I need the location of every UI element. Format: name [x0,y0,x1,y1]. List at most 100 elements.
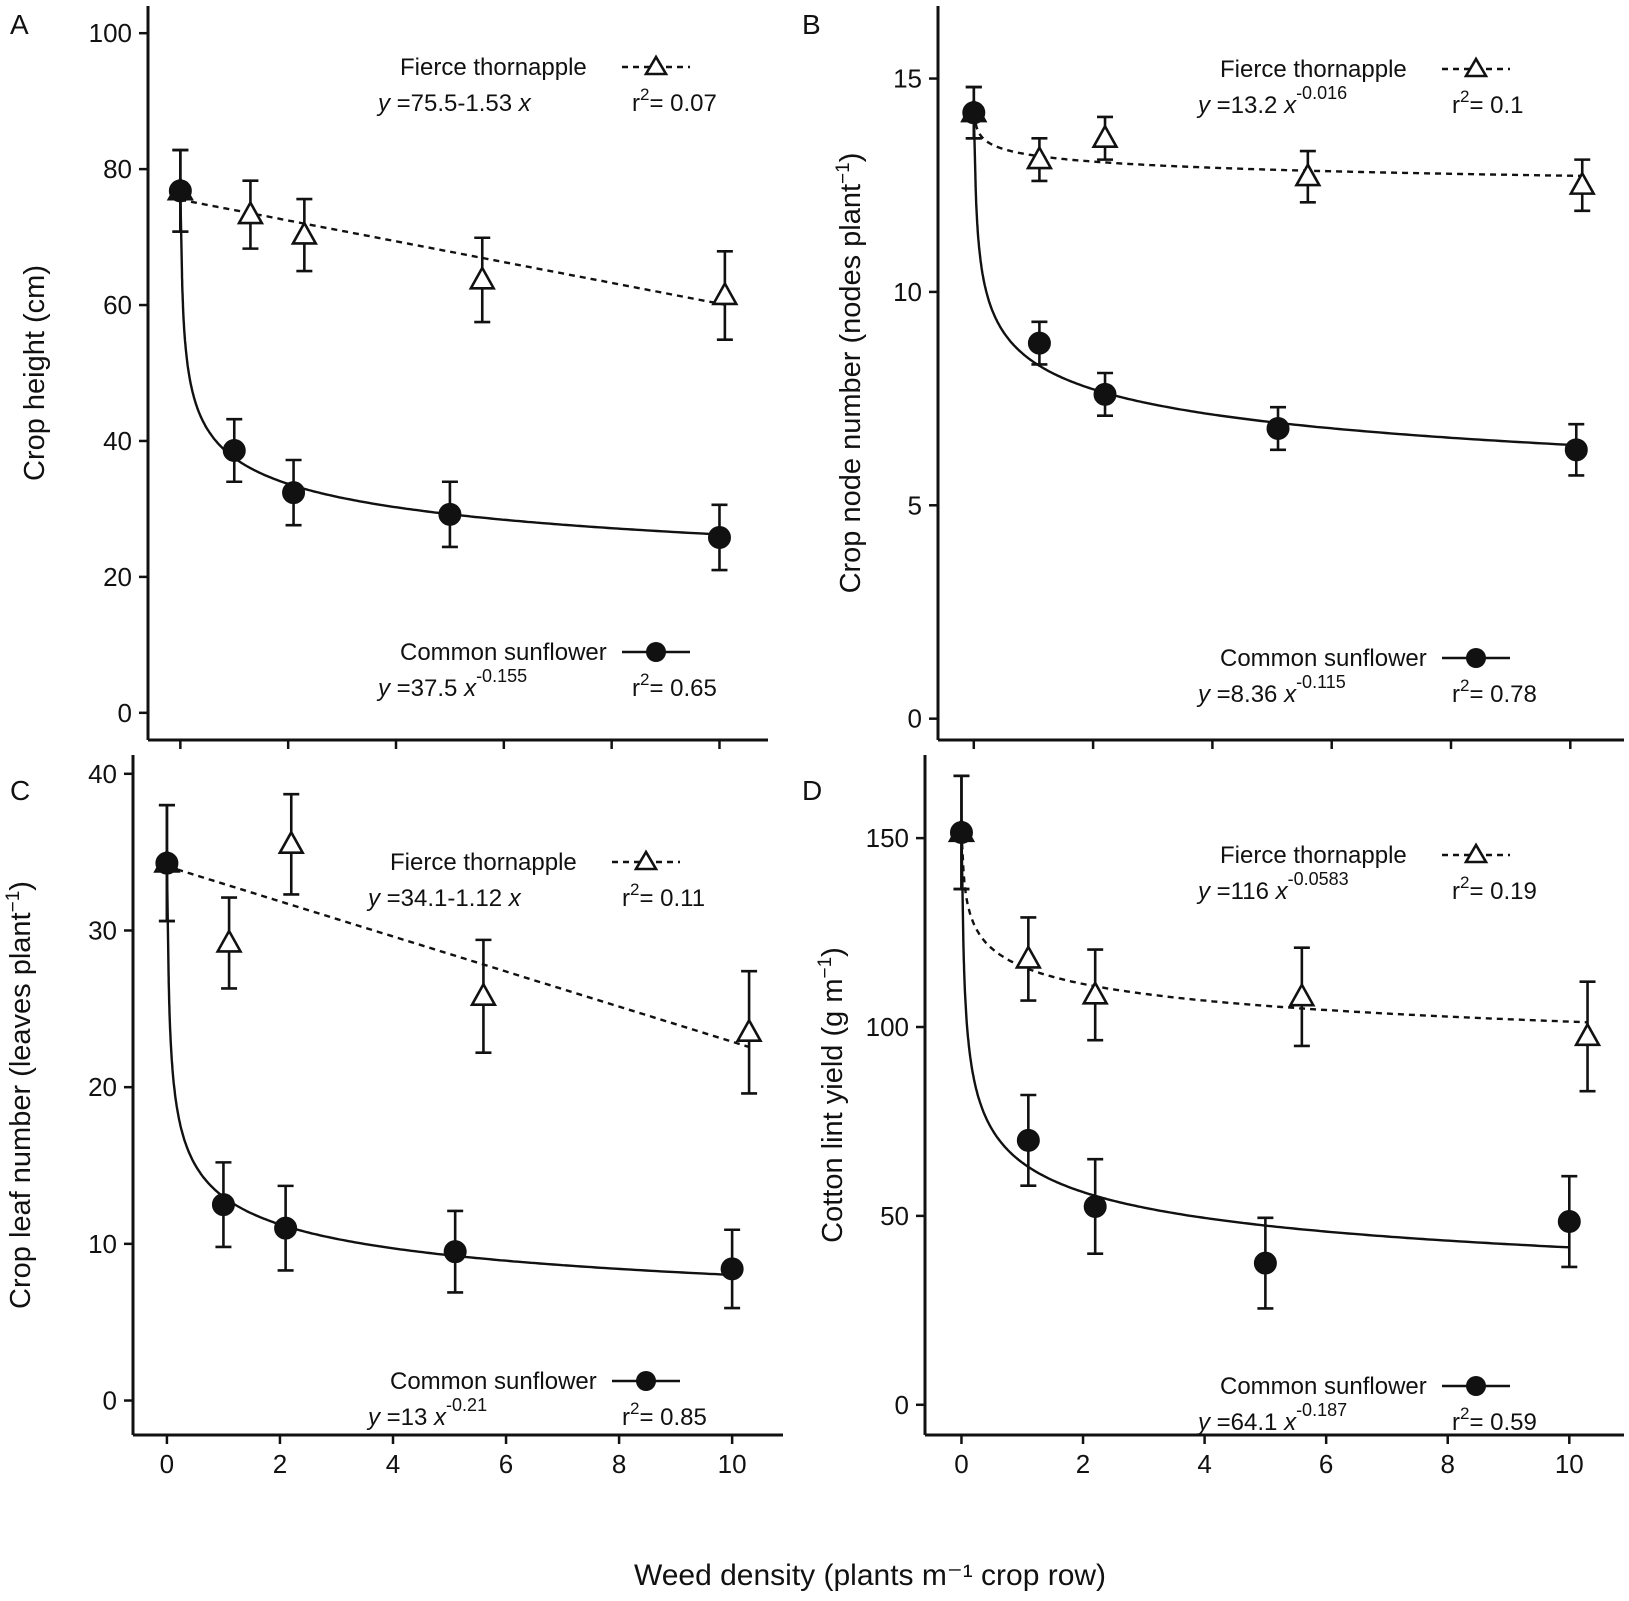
data-point-circle [168,179,192,203]
legend-marker-circle [636,1371,656,1391]
x-tick-label: 4 [386,1449,400,1479]
r-squared: r2= 0.85 [622,1399,707,1431]
data-point-circle [1083,1194,1107,1218]
data-point-circle [222,438,246,462]
data-point-triangle [1294,162,1322,187]
y-tick-label: 0 [118,698,132,728]
data-point-circle [155,851,179,875]
data-point-circle [1266,416,1290,440]
r-squared: r2= 0.1 [1452,87,1524,119]
fit-equation: y =75.5-1.53 x [376,90,532,117]
data-point-circle [720,1257,744,1281]
global-x-axis-label: Weed density (plants m⁻¹ crop row) [634,1559,1106,1592]
data-point-triangle [1014,944,1042,969]
data-point-triangle [711,280,739,306]
panel-label: B [802,9,821,40]
r-squared: r2= 0.78 [1452,676,1537,708]
data-point-circle [962,101,986,125]
fit-equation: y =34.1-1.12 x [366,885,522,912]
data-point-triangle [236,199,265,225]
y-tick-label: 150 [866,823,909,853]
y-tick-label: 10 [88,1229,117,1259]
data-point-circle [1093,382,1117,406]
y-axis-label: Crop node number (nodes plant−1) [833,153,867,594]
y-tick-label: 0 [895,1390,909,1420]
y-axis-label: Crop height (cm) [19,265,51,481]
data-point-circle [211,1193,235,1217]
r-squared: r2= 0.65 [632,670,717,702]
y-tick-label: 5 [908,490,922,520]
x-tick-label: 2 [273,1449,287,1479]
panel-label: A [10,9,29,40]
panel-b: 0 5 10 15 B Crop node number (nodes plant−1) F… [802,6,1624,749]
data-point-triangle [1568,170,1596,195]
fit-curve [165,863,733,1277]
y-tick-label: 60 [103,290,132,320]
legend-marker-triangle [1463,56,1489,78]
series-fierce-thornapple: Fierce thornapple y =34.1-1.12 x r2= 0.11 [153,792,763,1095]
data-point-circle [274,1216,298,1240]
legend-marker-circle [1466,648,1486,668]
fit-curve [972,112,1577,447]
fit-curve [179,198,726,306]
x-tick-label: 4 [1197,1449,1211,1479]
legend-label: Common sunflower [1220,1373,1427,1400]
y-tick-label: 100 [89,18,132,48]
r-squared: r2= 0.59 [1452,1404,1537,1436]
panel-label: C [10,775,30,806]
r-squared: r2= 0.19 [1452,873,1537,905]
y-axis-label: Crop leaf number (leaves plant−1) [3,881,37,1309]
data-point-circle [1564,438,1588,462]
data-point-circle [1027,331,1051,355]
data-point-triangle [1081,980,1109,1005]
fit-equation: y =37.5 x-0.155 [376,666,527,702]
r-squared: r2= 0.07 [632,85,717,117]
fit-equation: y =64.1 x-0.187 [1196,1400,1347,1436]
y-tick-label: 50 [880,1201,909,1231]
data-point-triangle [1091,123,1119,148]
y-axis-label: Cotton lint yield (g m−1) [815,947,849,1243]
legend-label: Fierce thornapple [390,849,577,876]
y-tick-label: 100 [866,1012,909,1042]
data-point-triangle [469,981,498,1006]
legend-label: Common sunflower [1220,645,1427,672]
y-tick-label: 80 [103,154,132,184]
x-tick-label: 10 [718,1449,747,1479]
data-point-triangle [468,265,496,290]
fit-curve [960,832,1588,1024]
data-point-circle [1557,1210,1581,1234]
x-tick-label: 0 [954,1449,968,1479]
legend-label: Common sunflower [390,1368,597,1395]
panel-a: 0 20 40 60 80 100 A Crop height (cm) Fierce thor… [10,6,768,749]
data-point-circle [949,820,973,844]
legend-marker-triangle [1463,842,1489,864]
panel-label: D [802,775,822,806]
y-tick-label: 10 [893,277,922,307]
data-point-circle [707,525,731,549]
y-tick-label: 0 [908,704,922,734]
series-fierce-thornapple: Fierce thornapple y =75.5-1.53 x r2= 0.07 [166,54,739,341]
fit-curve [165,865,750,1049]
x-tick-label: 8 [1440,1449,1454,1479]
data-point-circle [438,502,462,526]
data-point-triangle [1288,982,1316,1007]
x-tick-label: 2 [1076,1449,1090,1479]
data-point-triangle [215,928,243,953]
data-point-triangle [735,1017,763,1043]
data-point-triangle [1573,1021,1602,1047]
legend-label: Fierce thornapple [400,54,587,81]
x-tick-label: 8 [612,1449,626,1479]
y-tick-label: 0 [103,1386,117,1416]
x-tick-label: 10 [1555,1449,1584,1479]
y-tick-label: 30 [88,915,117,945]
r-squared: r2= 0.11 [622,880,705,912]
x-tick-label: 6 [499,1449,513,1479]
y-tick-label: 15 [893,64,922,94]
data-point-triangle [290,220,318,245]
legend-label: Fierce thornapple [1220,56,1407,83]
